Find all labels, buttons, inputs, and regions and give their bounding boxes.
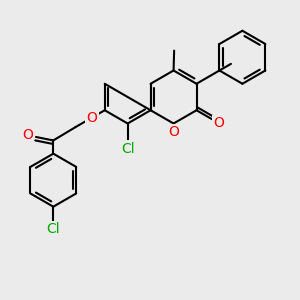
Text: O: O — [168, 125, 179, 139]
Text: O: O — [86, 111, 98, 124]
Text: O: O — [214, 116, 224, 130]
Text: O: O — [22, 128, 33, 142]
Text: Cl: Cl — [46, 222, 60, 236]
Text: Cl: Cl — [121, 142, 134, 155]
